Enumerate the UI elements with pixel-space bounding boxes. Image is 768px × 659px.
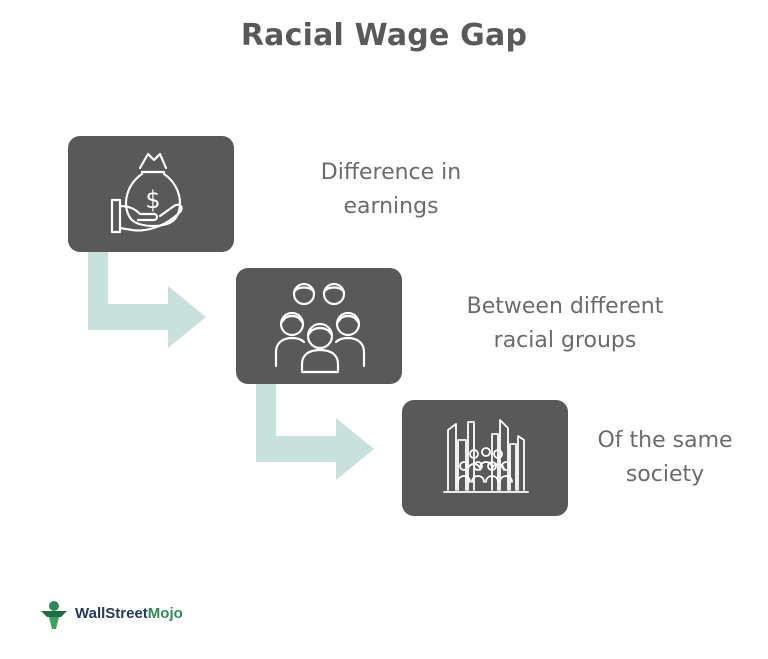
city-crowd-icon bbox=[443, 419, 529, 493]
diagram-title: Racial Wage Gap bbox=[240, 18, 528, 53]
logo-text: WallStreetMojo bbox=[75, 605, 183, 622]
money-bag-hand-icon: $ bbox=[110, 152, 183, 234]
step-box-1: $ bbox=[68, 136, 234, 252]
wallstreetmojo-logo: WallStreetMojo bbox=[37, 597, 237, 633]
wallstreetmojo-logo-icon bbox=[41, 601, 67, 629]
step-label-2: Between different racial groups bbox=[466, 294, 664, 353]
flow-arrow-2 bbox=[256, 382, 374, 480]
step-box-3 bbox=[402, 400, 568, 516]
svg-text:$: $ bbox=[145, 186, 160, 214]
people-group-icon bbox=[274, 282, 366, 374]
step-label-3: Of the same society bbox=[597, 428, 733, 487]
step-label-1: Difference in earnings bbox=[320, 160, 462, 219]
flow-arrow-1 bbox=[88, 250, 206, 348]
step-box-2 bbox=[236, 268, 402, 384]
